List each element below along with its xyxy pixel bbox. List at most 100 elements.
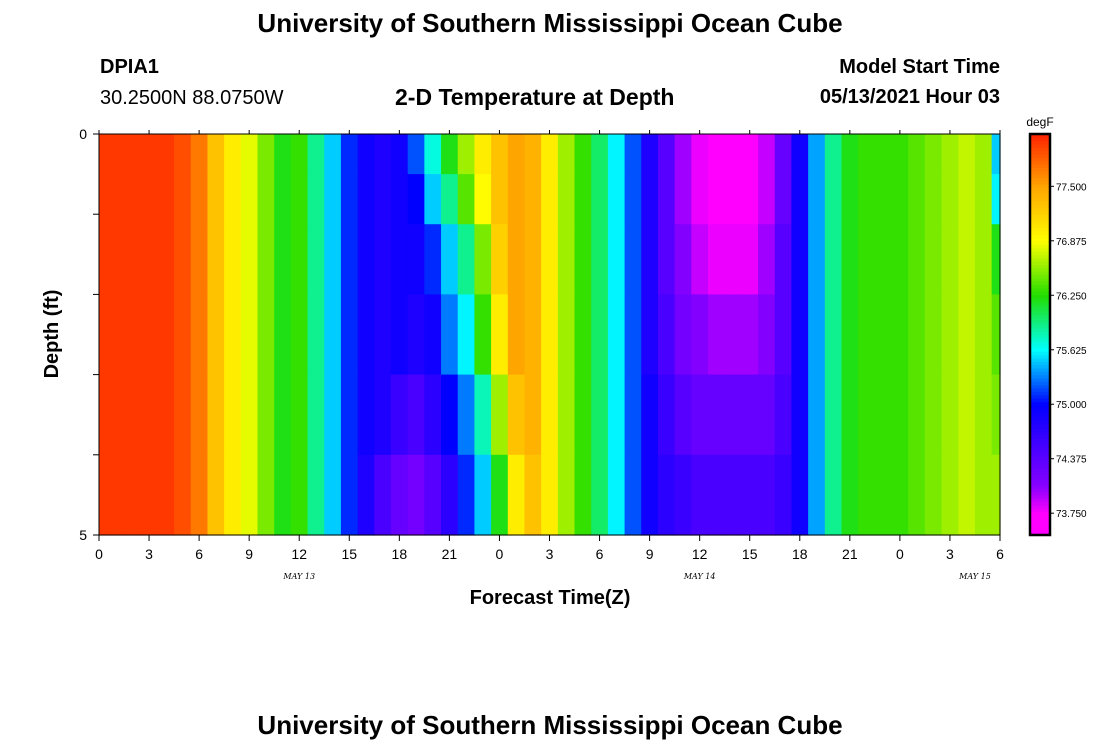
- colorbar-segment: [1030, 271, 1050, 275]
- heatmap-cell: [591, 294, 609, 376]
- heatmap-cell: [808, 294, 826, 376]
- colorbar-segment: [1030, 284, 1050, 289]
- heatmap-cell: [591, 374, 609, 456]
- x-tick-label: 3: [946, 546, 954, 562]
- heatmap-cell: [390, 174, 409, 225]
- heatmap-cell: [791, 374, 809, 456]
- colorbar-tick-label: 75.625: [1056, 346, 1087, 357]
- heatmap-cell: [374, 134, 392, 175]
- heatmap-cell: [991, 224, 1001, 295]
- heatmap-cell: [541, 174, 559, 225]
- heatmap-cell: [591, 454, 609, 536]
- heatmap-cell: [491, 134, 509, 175]
- heatmap-cell: [374, 374, 392, 456]
- heatmap-cell: [340, 454, 359, 536]
- heatmap-cell: [808, 174, 826, 225]
- heatmap-cells: [99, 134, 1001, 536]
- heatmap-cell: [424, 224, 442, 295]
- colorbar-segment: [1030, 451, 1050, 456]
- colorbar-segment: [1030, 277, 1050, 282]
- colorbar-segment: [1030, 140, 1050, 145]
- colorbar-segment: [1030, 401, 1050, 406]
- x-tick-label: 6: [195, 546, 203, 562]
- colorbar-segment: [1030, 377, 1050, 382]
- heatmap-cell: [607, 294, 626, 376]
- heatmap-cell: [307, 374, 325, 456]
- heatmap-cell: [457, 224, 476, 295]
- colorbar-segment: [1030, 144, 1050, 148]
- heatmap-cell: [758, 374, 776, 456]
- colorbar-segment: [1030, 167, 1050, 172]
- colorbar-segment: [1030, 364, 1050, 369]
- colorbar-segment: [1030, 324, 1050, 329]
- colorbar-unit: degF: [1026, 115, 1053, 129]
- heatmap-cell: [591, 134, 609, 175]
- colorbar-segment: [1030, 521, 1050, 526]
- heatmap-cell: [691, 454, 709, 536]
- heatmap-cell: [574, 224, 592, 295]
- heatmap-cell: [724, 224, 742, 295]
- colorbar-segment: [1030, 334, 1050, 339]
- colorbar-segment: [1030, 154, 1050, 158]
- colorbar-segment: [1030, 194, 1050, 199]
- heatmap-cell: [257, 134, 275, 175]
- colorbar-segment: [1030, 491, 1050, 496]
- colorbar-segment: [1030, 137, 1050, 142]
- colorbar-segment: [1030, 240, 1050, 245]
- heatmap-cell: [240, 454, 259, 536]
- colorbar-segment: [1030, 227, 1050, 232]
- heatmap-cell: [674, 174, 692, 225]
- heatmap-cell: [958, 134, 976, 175]
- heatmap-cell: [657, 294, 676, 376]
- heatmap-cell: [841, 454, 859, 536]
- heatmap-cell: [541, 294, 559, 376]
- heatmap-cell: [774, 294, 793, 376]
- colorbar-segment: [1030, 244, 1050, 249]
- heatmap-cell: [741, 374, 759, 456]
- colorbar-segment: [1030, 518, 1050, 523]
- heatmap-cell: [457, 294, 476, 376]
- heatmap-cell: [974, 224, 993, 295]
- colorbar-segment: [1030, 461, 1050, 466]
- heatmap-cell: [824, 134, 843, 175]
- heatmap-cell: [624, 174, 642, 225]
- colorbar-tick-label: 74.375: [1056, 455, 1087, 466]
- heatmap-cell: [107, 374, 125, 456]
- model-start-label: Model Start Time: [839, 56, 1000, 78]
- heatmap-cell: [624, 374, 642, 456]
- heatmap-cell: [374, 224, 392, 295]
- x-tick-label: 3: [145, 546, 153, 562]
- colorbar: 77.500 76.875 76.250 75.625 75.000 74.375 73.7…: [1026, 115, 1087, 537]
- colorbar-segment: [1030, 511, 1050, 516]
- heatmap-cell: [390, 134, 409, 175]
- heatmap-cell: [708, 374, 726, 456]
- heatmap-cell: [974, 454, 993, 536]
- heatmap-cell: [274, 134, 292, 175]
- heatmap-cell: [140, 174, 158, 225]
- colorbar-segment: [1030, 304, 1050, 309]
- heatmap-cell: [574, 374, 592, 456]
- heatmap-cell: [808, 134, 826, 175]
- y-tick-label: 5: [79, 527, 87, 543]
- colorbar-segment: [1030, 317, 1050, 322]
- colorbar-segment: [1030, 471, 1050, 476]
- heatmap-cell: [774, 454, 793, 536]
- heatmap-cell: [390, 294, 409, 376]
- heatmap-cell: [290, 294, 309, 376]
- heatmap-cell: [290, 454, 309, 536]
- colorbar-segment: [1030, 508, 1050, 513]
- colorbar-segment: [1030, 147, 1050, 152]
- heatmap-cell: [741, 454, 759, 536]
- heatmap-cell: [958, 374, 976, 456]
- colorbar-segment: [1030, 498, 1050, 503]
- heatmap-cell: [441, 454, 459, 536]
- heatmap-cell: [858, 294, 876, 376]
- heatmap-cell: [290, 224, 309, 295]
- colorbar-segment: [1030, 357, 1050, 362]
- colorbar-segment: [1030, 254, 1050, 259]
- heatmap-cell: [524, 454, 542, 536]
- heatmap-cell: [340, 224, 359, 295]
- y-tick-label: 0: [79, 126, 87, 142]
- heatmap-cell: [924, 134, 943, 175]
- colorbar-segment: [1030, 381, 1050, 386]
